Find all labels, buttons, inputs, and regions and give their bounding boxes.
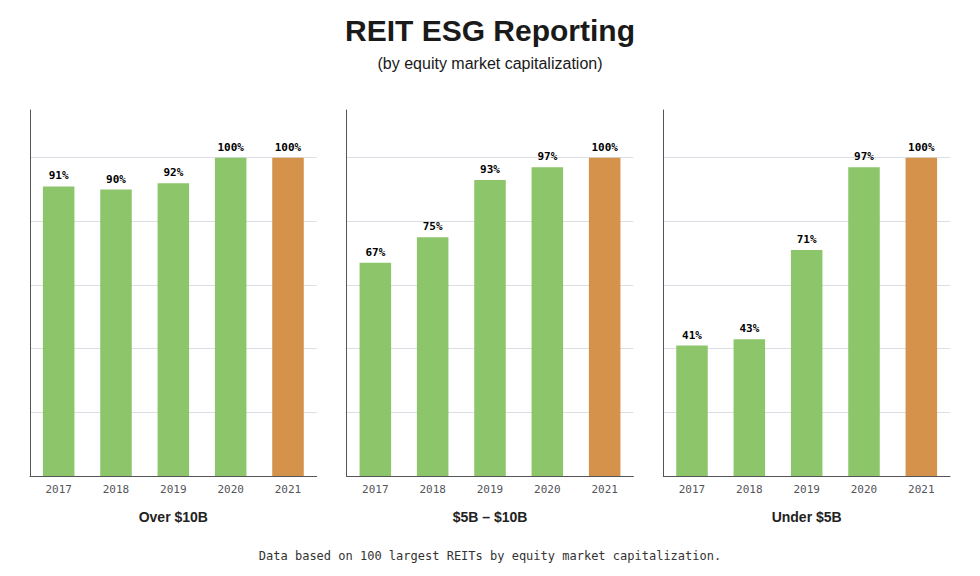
svg-text:(by equity market capitalizati: (by equity market capitalization) <box>378 55 603 72</box>
svg-text:2020: 2020 <box>851 483 878 496</box>
svg-text:2019: 2019 <box>477 483 504 496</box>
svg-text:2017: 2017 <box>679 483 706 496</box>
svg-text:2021: 2021 <box>908 483 935 496</box>
svg-text:91%: 91% <box>49 169 69 182</box>
svg-text:$5B – $10B: $5B – $10B <box>453 509 528 525</box>
svg-text:92%: 92% <box>163 166 183 179</box>
svg-text:93%: 93% <box>480 163 500 176</box>
svg-text:43%: 43% <box>739 322 759 335</box>
svg-text:100%: 100% <box>217 141 244 154</box>
svg-text:100%: 100% <box>908 141 935 154</box>
svg-text:2019: 2019 <box>160 483 187 496</box>
svg-text:Under $5B: Under $5B <box>772 509 842 525</box>
svg-text:2020: 2020 <box>534 483 561 496</box>
svg-text:2019: 2019 <box>793 483 820 496</box>
svg-text:41%: 41% <box>682 329 702 342</box>
svg-text:100%: 100% <box>275 141 302 154</box>
svg-text:97%: 97% <box>537 150 557 163</box>
svg-text:Data based on 100 largest REIT: Data based on 100 largest REITs by equit… <box>259 549 721 563</box>
svg-text:75%: 75% <box>423 220 443 233</box>
svg-text:2020: 2020 <box>217 483 244 496</box>
svg-text:Over $10B: Over $10B <box>139 509 208 525</box>
svg-text:2021: 2021 <box>275 483 302 496</box>
svg-text:2017: 2017 <box>45 483 72 496</box>
svg-text:2018: 2018 <box>103 483 130 496</box>
svg-text:100%: 100% <box>591 141 618 154</box>
svg-text:67%: 67% <box>365 246 385 259</box>
svg-text:2017: 2017 <box>362 483 389 496</box>
svg-text:REIT ESG Reporting: REIT ESG Reporting <box>345 14 635 47</box>
svg-text:90%: 90% <box>106 173 126 186</box>
svg-text:97%: 97% <box>854 150 874 163</box>
svg-text:2018: 2018 <box>419 483 446 496</box>
svg-text:71%: 71% <box>797 233 817 246</box>
svg-text:2018: 2018 <box>736 483 763 496</box>
svg-text:2021: 2021 <box>591 483 618 496</box>
